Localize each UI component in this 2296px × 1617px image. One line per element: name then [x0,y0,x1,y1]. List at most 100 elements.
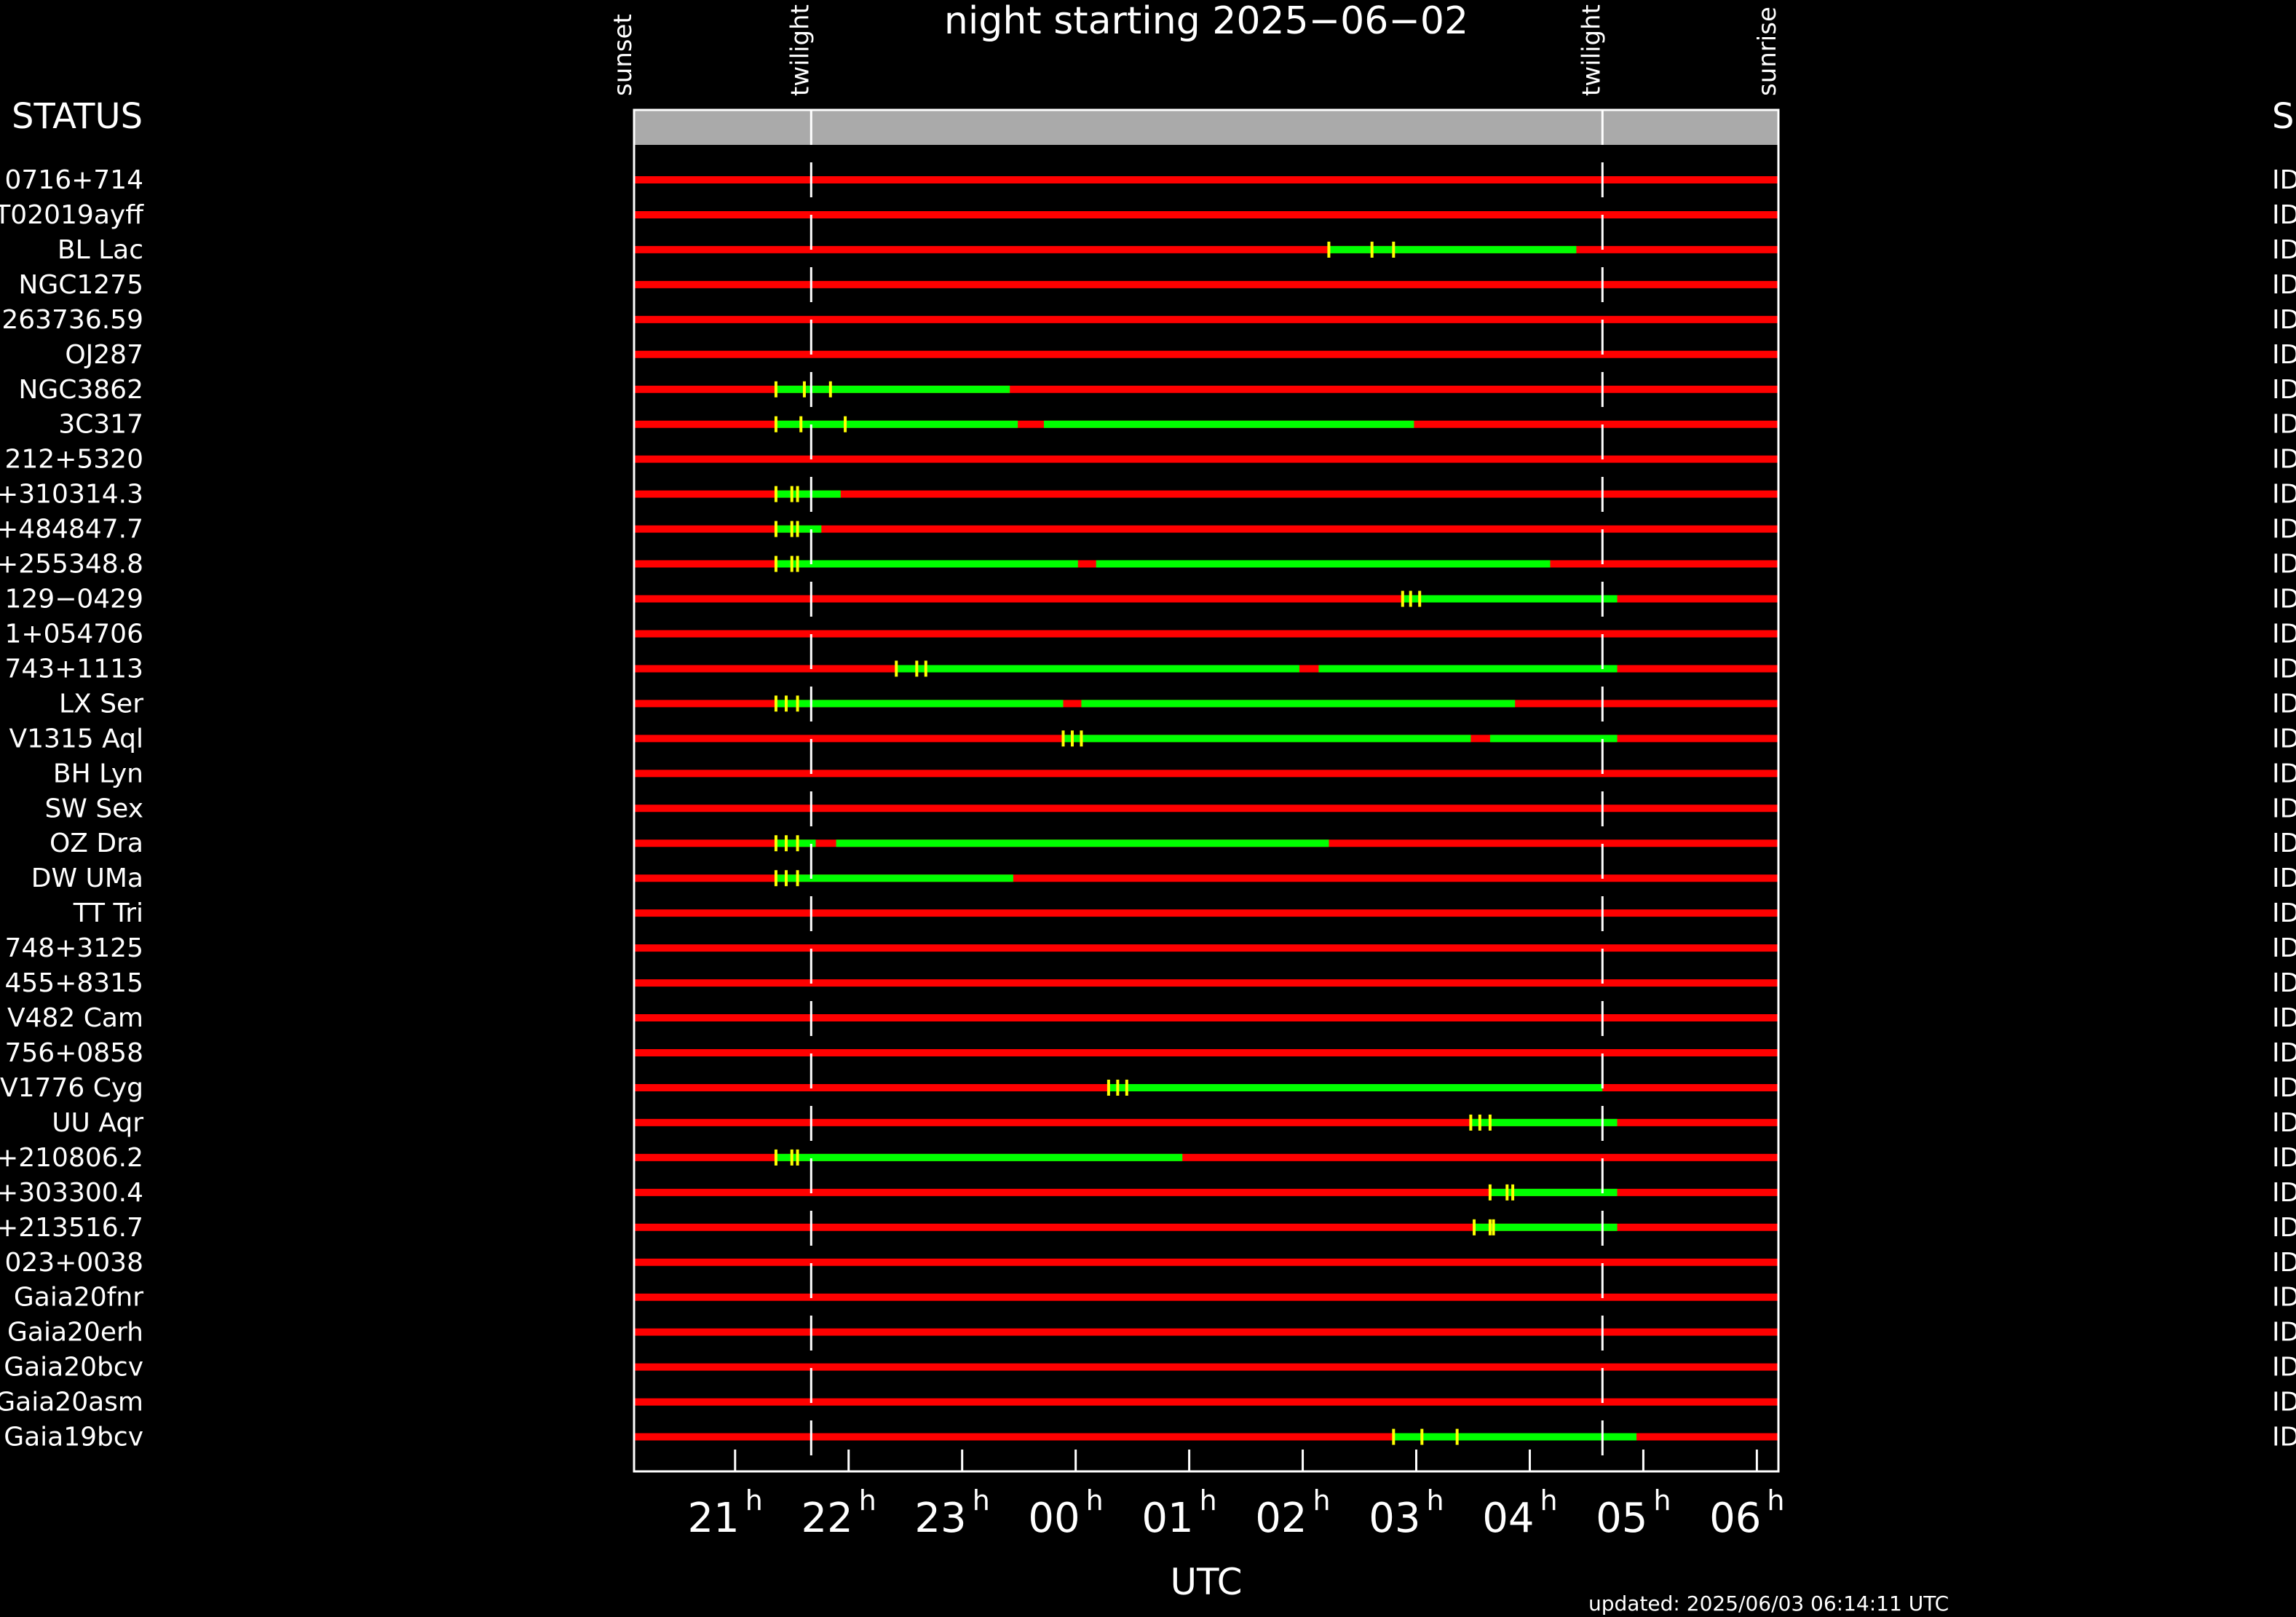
target-status: ID [2272,1353,2296,1383]
x-tick-unit: h [1767,1484,1784,1517]
x-tick-unit: h [1653,1484,1671,1517]
target-status: ID [2272,1143,2296,1173]
target-status: ID [2272,375,2296,405]
target-name: NGC1275 [18,270,143,300]
x-axis-label: UTC [1170,1561,1242,1603]
target-status: ID [2272,619,2296,649]
target-status: ID [2272,165,2296,195]
target-name: Gaia20bcv [4,1353,143,1383]
target-name: UU Aqr [52,1108,143,1138]
target-name: +255348.8 [0,550,143,580]
target-status: ID [2272,689,2296,719]
target-status: ID [2272,1073,2296,1103]
target-name: OJ287 [65,340,143,370]
target-name: +303300.4 [0,1178,143,1208]
x-tick-label: 02 [1255,1495,1307,1542]
target-name: DW UMa [31,863,143,893]
target-status: ID [2272,1423,2296,1452]
target-name: NGC3862 [18,375,143,405]
target-status: ID [2272,724,2296,754]
updated-note: updated: 2025/06/03 06:14:11 UTC [1588,1592,1949,1616]
x-tick-label: 00 [1028,1495,1080,1542]
x-tick-label: 01 [1141,1495,1193,1542]
x-tick-label: 21 [688,1495,740,1542]
target-status: ID [2272,933,2296,963]
target-name: BH Lyn [53,759,143,788]
target-name: 263736.59 [1,305,143,335]
target-status: ID [2272,585,2296,614]
target-name: V482 Cam [7,1003,143,1033]
event-label: twilight [1577,4,1606,96]
target-name: +210806.2 [0,1143,143,1173]
target-name: +310314.3 [0,480,143,510]
target-name: V1776 Cyg [0,1073,143,1103]
target-name: 743+1113 [5,654,144,684]
x-tick-unit: h [745,1484,763,1517]
target-name: Gaia19bcv [4,1423,143,1452]
target-name: LX Ser [59,689,143,719]
x-tick-unit: h [859,1484,876,1517]
target-name: 455+8315 [5,968,144,998]
target-status: ID [2272,305,2296,335]
target-status: ID [2272,515,2296,545]
target-status: ID [2272,759,2296,788]
target-name: OZ Dra [50,829,143,858]
sky-bar [634,110,1778,145]
target-name: Gaia20erh [7,1318,143,1348]
event-label: sunset [609,14,638,96]
target-name: TT Tri [73,898,143,928]
target-name: Gaia20fnr [14,1283,143,1313]
target-status: ID [2272,1038,2296,1068]
target-name: SW Sex [44,794,143,823]
target-name: 0716+714 [5,165,144,195]
target-name: +484847.7 [0,515,143,545]
target-name: 023+0038 [5,1248,144,1278]
right-header: S [2272,96,2294,137]
target-status: ID [2272,270,2296,300]
target-name: 129−0429 [5,585,144,614]
event-label: sunrise [1753,7,1782,96]
x-tick-unit: h [973,1484,990,1517]
x-tick-unit: h [1313,1484,1331,1517]
target-status: ID [2272,968,2296,998]
target-status: ID [2272,480,2296,510]
target-name: BL Lac [58,235,143,265]
chart-title: night starting 2025−06−02 [944,0,1468,43]
target-name: Gaia20asm [0,1388,143,1418]
x-tick-unit: h [1540,1484,1557,1517]
target-status: ID [2272,340,2296,370]
target-status: ID [2272,235,2296,265]
target-status: ID [2272,1283,2296,1313]
target-status: ID [2272,445,2296,475]
target-status: ID [2272,829,2296,858]
event-label: twilight [785,4,815,96]
target-status: ID [2272,1248,2296,1278]
x-tick-label: 04 [1482,1495,1534,1542]
x-tick-unit: h [1427,1484,1444,1517]
target-name: 3C317 [58,410,143,440]
target-status: ID [2272,1318,2296,1348]
target-status: ID [2272,863,2296,893]
target-name: 1+054706 [5,619,144,649]
target-status: ID [2272,1108,2296,1138]
x-tick-unit: h [1086,1484,1104,1517]
target-status: ID [2272,1178,2296,1208]
x-tick-unit: h [1200,1484,1217,1517]
target-status: ID [2272,898,2296,928]
plot-frame [633,108,1780,1473]
target-status: ID [2272,1388,2296,1418]
x-tick-label: 05 [1596,1495,1647,1542]
target-status: ID [2272,1003,2296,1033]
target-status: ID [2272,1213,2296,1243]
target-status: ID [2272,794,2296,823]
target-status: ID [2272,410,2296,440]
x-tick-label: 06 [1709,1495,1761,1542]
target-name: 212+5320 [5,445,144,475]
target-name: 748+3125 [5,933,144,963]
x-tick-label: 23 [914,1495,966,1542]
target-status: ID [2272,550,2296,580]
left-header: STATUS [12,96,143,137]
x-tick-label: 03 [1369,1495,1420,1542]
target-name: 756+0858 [5,1038,144,1068]
